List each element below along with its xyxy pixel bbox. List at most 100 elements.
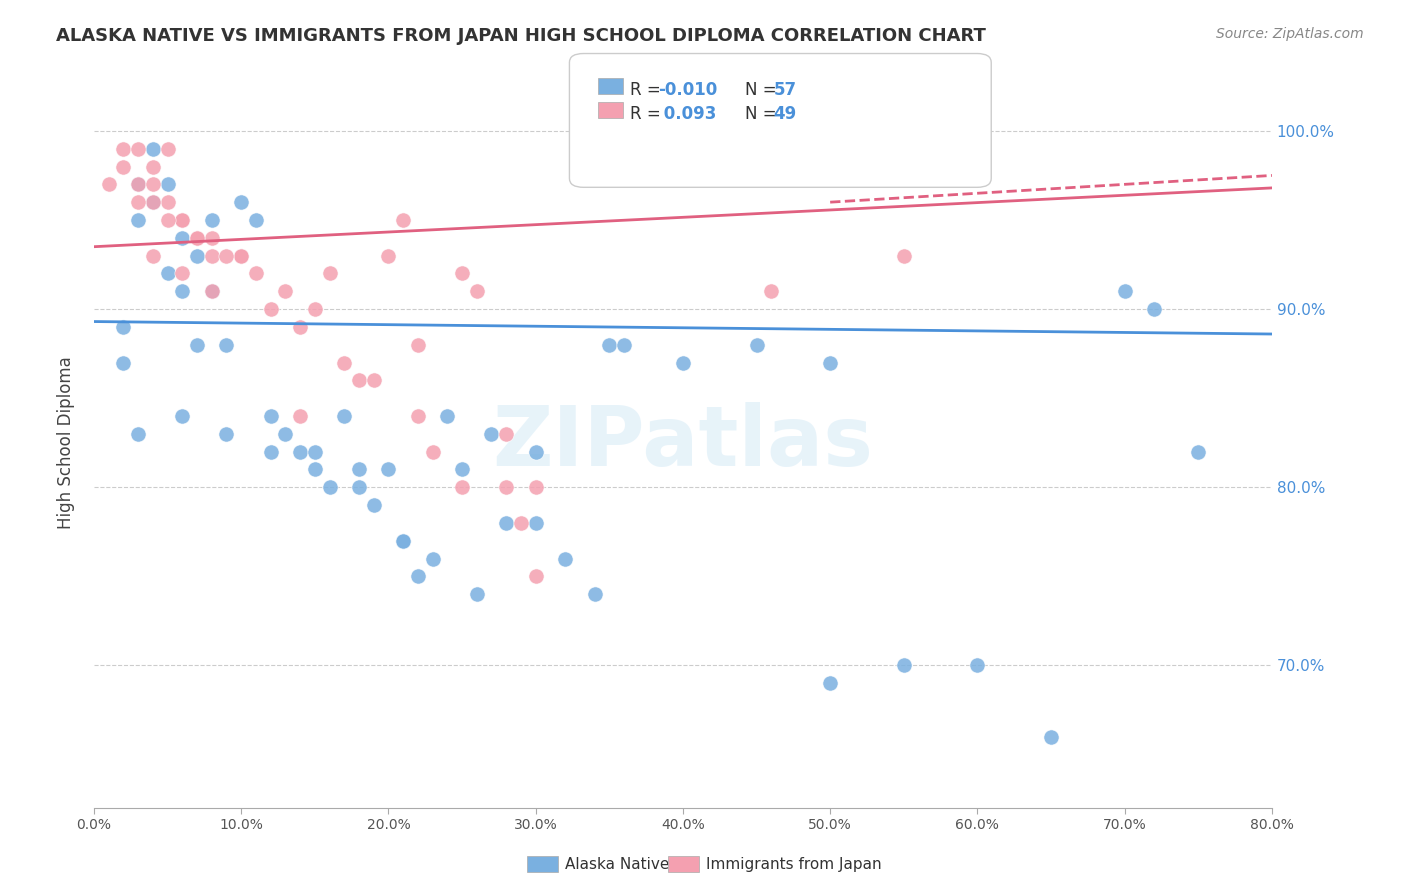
Text: Source: ZipAtlas.com: Source: ZipAtlas.com xyxy=(1216,27,1364,41)
Point xyxy=(142,195,165,210)
Point xyxy=(392,533,415,548)
Point xyxy=(259,444,281,458)
Point xyxy=(524,480,547,494)
Point xyxy=(481,426,503,441)
Point xyxy=(422,444,444,458)
Point xyxy=(377,462,399,476)
Point xyxy=(112,160,135,174)
Point xyxy=(172,285,194,299)
Point xyxy=(127,213,149,227)
Point xyxy=(347,462,370,476)
Point xyxy=(112,319,135,334)
Point xyxy=(966,658,988,673)
Point xyxy=(818,355,841,369)
Point xyxy=(156,178,179,192)
Text: R =: R = xyxy=(630,105,666,123)
Point xyxy=(245,213,267,227)
Point xyxy=(142,195,165,210)
Point xyxy=(333,355,356,369)
Point xyxy=(318,480,340,494)
Point xyxy=(127,195,149,210)
Point xyxy=(333,409,356,423)
Point xyxy=(465,587,488,601)
Point xyxy=(97,178,120,192)
Point xyxy=(761,285,783,299)
Point xyxy=(142,142,165,156)
Point xyxy=(818,676,841,690)
Point xyxy=(215,426,238,441)
Text: ALASKA NATIVE VS IMMIGRANTS FROM JAPAN HIGH SCHOOL DIPLOMA CORRELATION CHART: ALASKA NATIVE VS IMMIGRANTS FROM JAPAN H… xyxy=(56,27,986,45)
Point xyxy=(156,267,179,281)
Point xyxy=(172,231,194,245)
Point xyxy=(127,426,149,441)
Point xyxy=(304,462,326,476)
Point xyxy=(347,373,370,387)
Point xyxy=(613,337,636,351)
Point xyxy=(422,551,444,566)
Point xyxy=(436,409,458,423)
Point xyxy=(127,142,149,156)
Point xyxy=(672,355,695,369)
Point xyxy=(377,249,399,263)
Point xyxy=(304,301,326,316)
Point xyxy=(893,658,915,673)
Point xyxy=(288,444,311,458)
Point xyxy=(186,337,208,351)
Point xyxy=(245,267,267,281)
Point xyxy=(318,267,340,281)
Text: N =: N = xyxy=(745,81,782,99)
Point xyxy=(451,462,474,476)
Point xyxy=(274,285,297,299)
Point xyxy=(363,498,385,512)
Text: Alaska Natives: Alaska Natives xyxy=(565,857,678,871)
Point xyxy=(259,409,281,423)
Point xyxy=(172,213,194,227)
Point xyxy=(347,480,370,494)
Point xyxy=(201,285,224,299)
Point xyxy=(495,426,517,441)
Point xyxy=(554,551,576,566)
Point xyxy=(112,355,135,369)
Point xyxy=(186,249,208,263)
Text: N =: N = xyxy=(745,105,782,123)
Point xyxy=(465,285,488,299)
Text: R =: R = xyxy=(630,81,666,99)
Y-axis label: High School Diploma: High School Diploma xyxy=(58,356,75,529)
Point xyxy=(201,213,224,227)
Text: Immigrants from Japan: Immigrants from Japan xyxy=(706,857,882,871)
Point xyxy=(172,267,194,281)
Text: 0.093: 0.093 xyxy=(658,105,717,123)
Text: ZIPatlas: ZIPatlas xyxy=(492,402,873,483)
Point xyxy=(201,285,224,299)
Text: 49: 49 xyxy=(773,105,797,123)
Point xyxy=(288,409,311,423)
Point xyxy=(231,249,253,263)
Point xyxy=(510,516,533,530)
Point xyxy=(127,178,149,192)
Point xyxy=(583,587,606,601)
Point xyxy=(186,231,208,245)
Text: -0.010: -0.010 xyxy=(658,81,717,99)
Point xyxy=(142,160,165,174)
Point xyxy=(259,301,281,316)
Point xyxy=(156,213,179,227)
Point xyxy=(156,142,179,156)
Point xyxy=(406,337,429,351)
Point xyxy=(495,516,517,530)
Point xyxy=(172,409,194,423)
Point xyxy=(274,426,297,441)
Point xyxy=(172,213,194,227)
Point xyxy=(406,569,429,583)
Point xyxy=(495,480,517,494)
Point xyxy=(451,480,474,494)
Point xyxy=(893,249,915,263)
Point xyxy=(392,533,415,548)
Point xyxy=(1187,444,1209,458)
Point xyxy=(231,249,253,263)
Point xyxy=(231,195,253,210)
Point xyxy=(1143,301,1166,316)
Point xyxy=(112,142,135,156)
Point xyxy=(186,231,208,245)
Point xyxy=(142,178,165,192)
Text: 57: 57 xyxy=(773,81,796,99)
